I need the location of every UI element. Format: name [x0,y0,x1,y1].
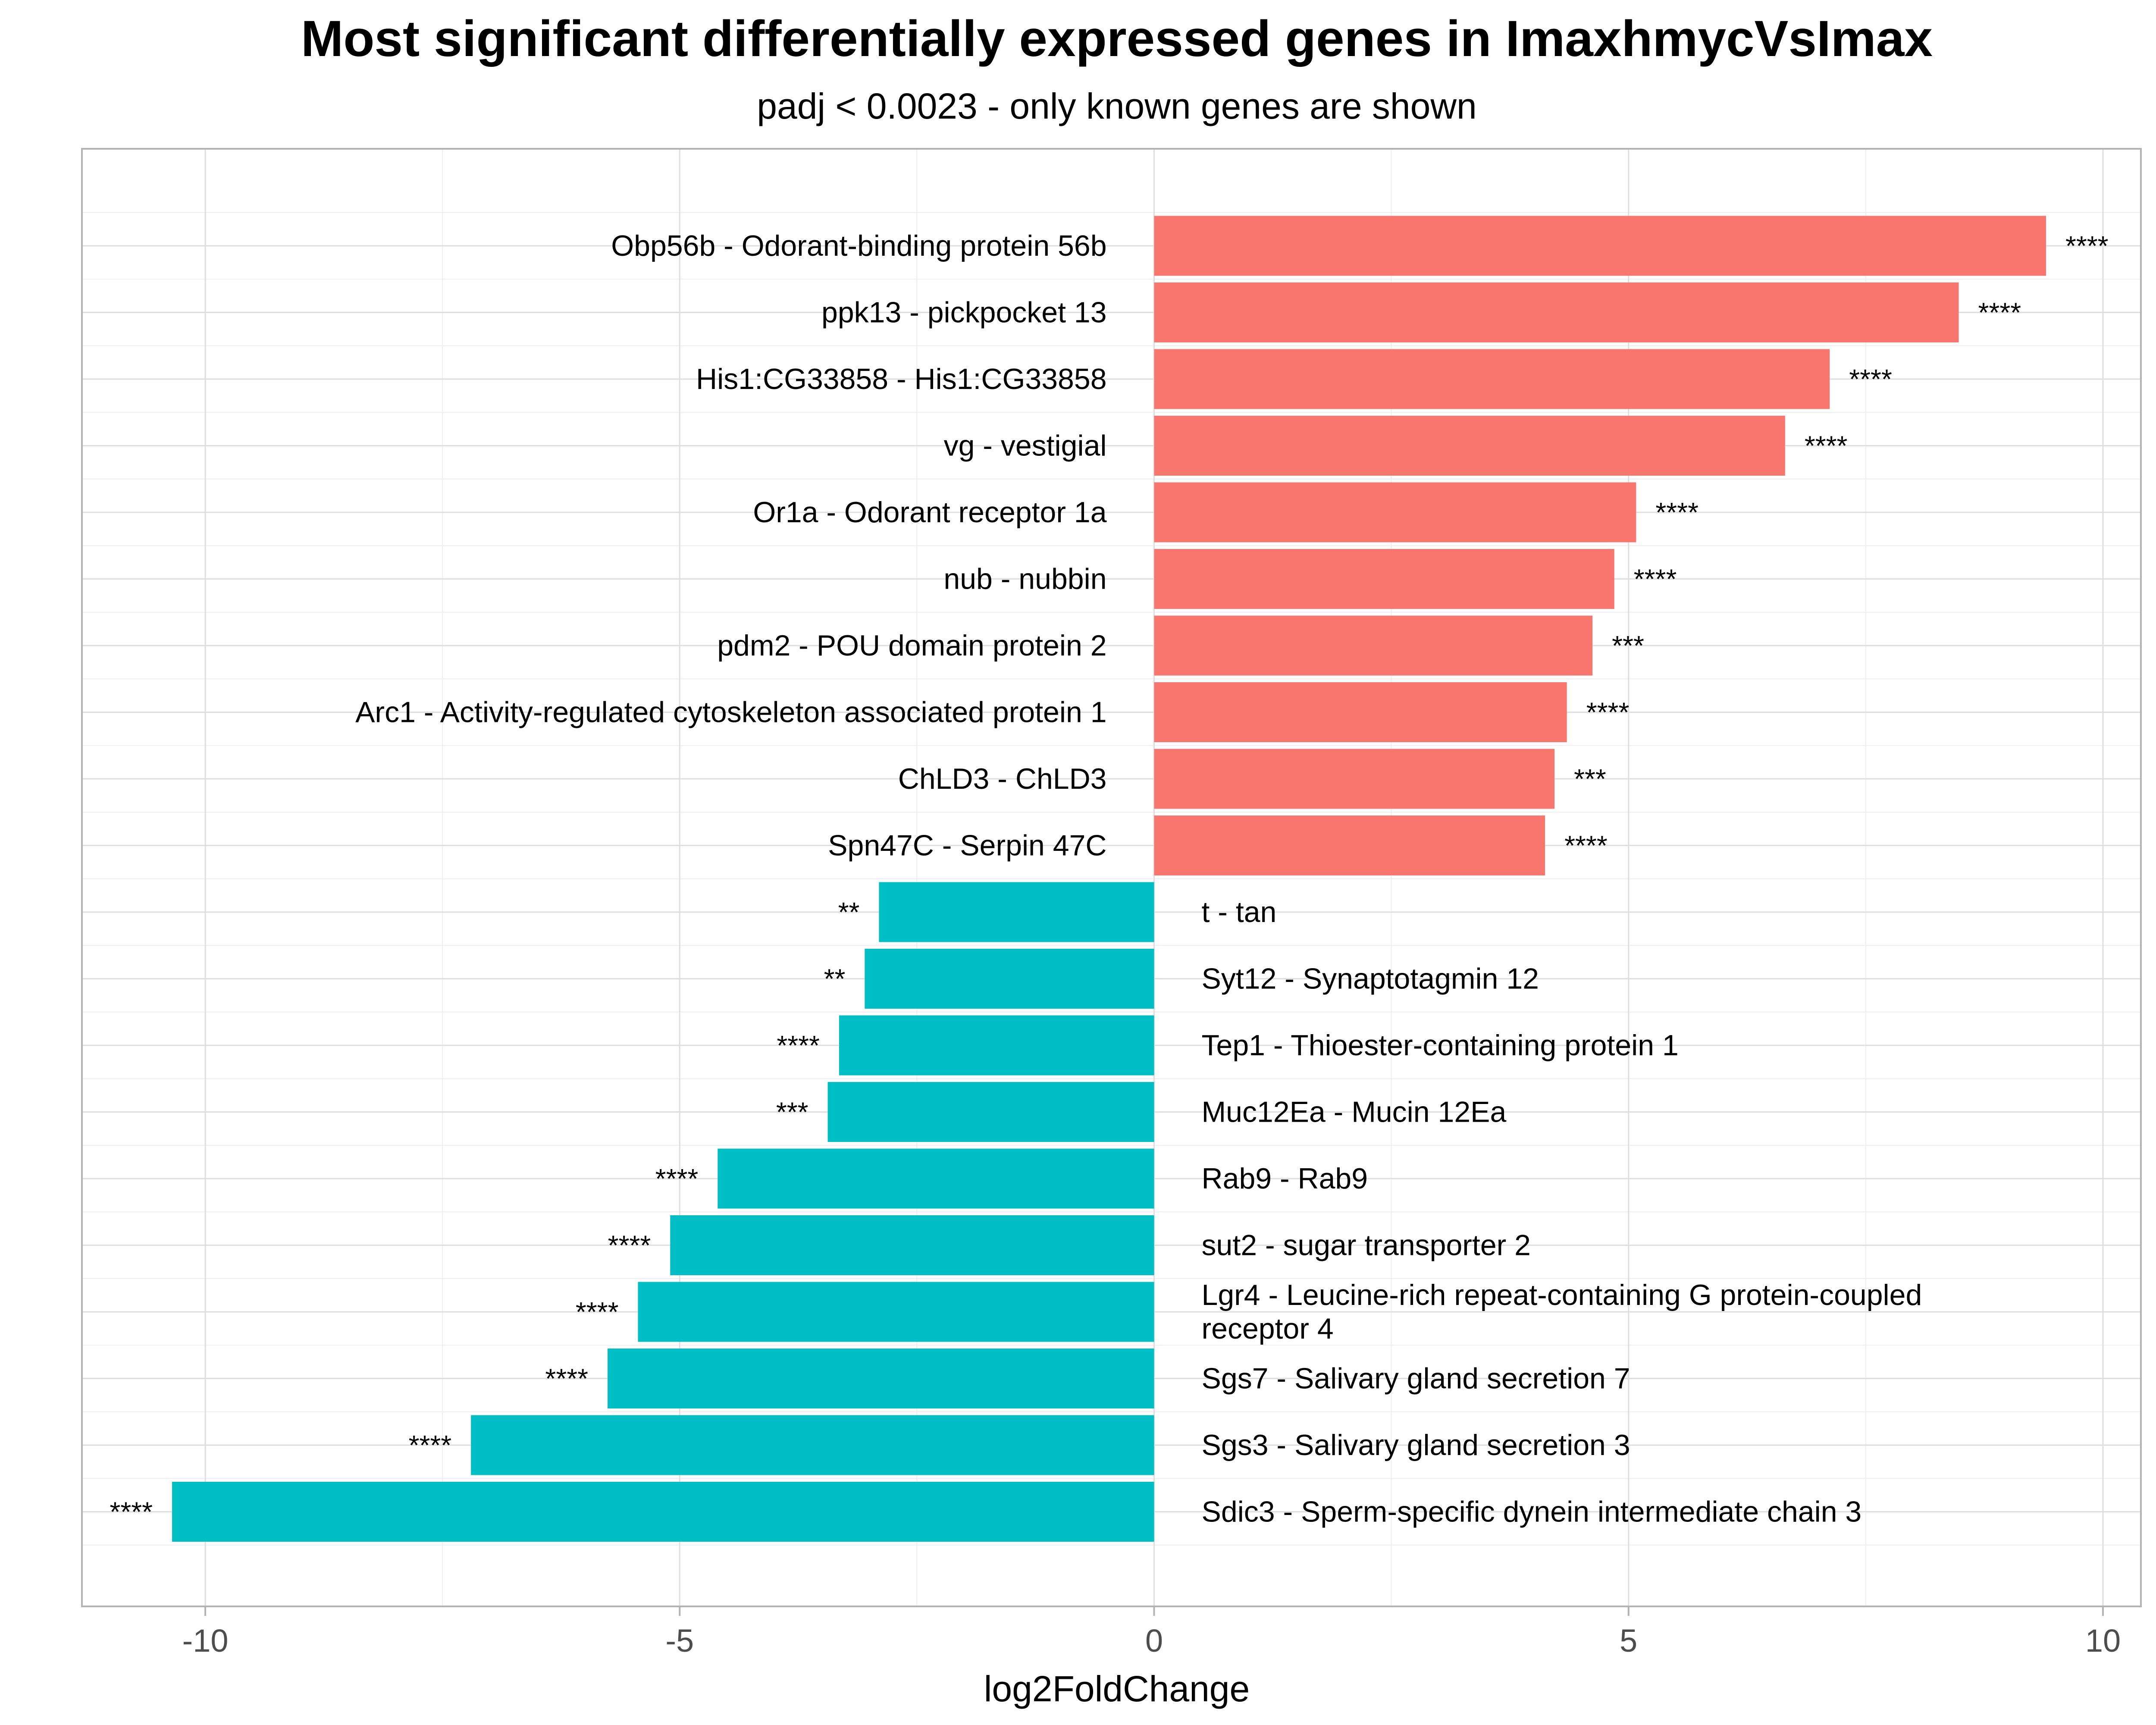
x-axis-ticks: -10 -5 0 5 10 [182,1606,2121,1659]
bar-label: Sdic3 - Sperm-specific dynein intermedia… [1202,1496,1862,1528]
bar-label: Obp56b - Odorant-binding protein 56b [611,229,1106,262]
bar-label: Spn47C - Serpin 47C [828,829,1106,862]
significance-label: *** [1574,763,1606,794]
bar [1154,282,1959,342]
bar-label: Rab9 - Rab9 [1202,1162,1368,1195]
bars [172,216,2046,1542]
bar-label: His1:CG33858 - His1:CG33858 [696,363,1106,395]
significance-label: **** [110,1496,153,1527]
bar-label: pdm2 - POU domain protein 2 [717,629,1106,662]
bar-label: nub - nubbin [943,563,1106,596]
bar-label: Syt12 - Synaptotagmin 12 [1202,963,1539,995]
x-tick-label: 5 [1620,1623,1637,1659]
bar-label: Sgs3 - Salivary gland secretion 3 [1202,1429,1630,1462]
bar [1154,682,1567,742]
significance-label: **** [1586,697,1630,728]
significance-label: **** [409,1430,452,1461]
bar [638,1282,1154,1342]
bar [1154,216,2046,276]
bar [1154,815,1545,875]
x-tick-label: 0 [1145,1623,1163,1659]
significance-label: *** [1612,630,1644,661]
bar-label: Or1a - Odorant receptor 1a [753,496,1106,529]
bar-label: ChLD3 - ChLD3 [898,762,1107,795]
significance-label: **** [2065,230,2109,261]
significance-label: **** [1849,364,1892,395]
bar [471,1415,1154,1475]
bar [670,1215,1154,1275]
significance-label: **** [777,1030,820,1061]
significance-label: **** [545,1363,588,1394]
bar-labels: Obp56b - Odorant-binding protein 56b ppk1… [355,229,1922,1528]
bar-label: Sgs7 - Salivary gland secretion 7 [1202,1362,1630,1395]
bar [1154,549,1614,609]
grid [82,149,2141,1606]
bar-label: vg - vestigial [944,430,1107,462]
bar-label: receptor 4 [1202,1312,1334,1345]
bar [718,1148,1154,1209]
x-tick-label: -5 [665,1623,694,1659]
chart-title: Most significant differentially expresse… [301,10,1933,67]
bar-label: Lgr4 - Leucine-rich repeat-containing G … [1202,1279,1922,1311]
significance-label: **** [1655,497,1698,528]
significance-labels: ****************************************… [110,230,2108,1527]
significance-label: ** [824,963,846,994]
bar [839,1015,1154,1076]
significance-label: **** [655,1163,699,1194]
bar-label: Muc12Ea - Mucin 12Ea [1202,1096,1507,1129]
bar [1154,349,1830,409]
bar [1154,615,1593,676]
significance-label: **** [1634,564,1677,595]
significance-label: **** [1805,430,1848,461]
bar-label: ppk13 - pickpocket 13 [821,296,1107,329]
significance-label: **** [1564,830,1608,861]
bar-label: Tep1 - Thioester-containing protein 1 [1202,1029,1679,1062]
significance-label: **** [608,1230,651,1261]
bar-label: sut2 - sugar transporter 2 [1202,1229,1531,1262]
bar [1154,482,1636,543]
bar [172,1482,1154,1542]
x-tick-label: -10 [182,1623,229,1659]
bar [865,949,1154,1009]
significance-label: **** [576,1296,619,1327]
bar [827,1082,1154,1142]
significance-label: ** [838,897,860,928]
bar-label: t - tan [1202,896,1277,928]
panel-border [81,148,2142,1607]
x-tick-label: 10 [2085,1623,2121,1659]
chart-subtitle: padj < 0.0023 - only known genes are sho… [757,86,1476,126]
bar-label: Arc1 - Activity-regulated cytoskeleton a… [355,696,1106,729]
bar [879,882,1154,942]
bar [1154,416,1785,476]
bar [1154,749,1555,809]
bar [608,1349,1154,1408]
significance-label: *** [776,1097,808,1128]
significance-label: **** [1978,297,2021,328]
x-axis-title: log2FoldChange [984,1669,1250,1709]
